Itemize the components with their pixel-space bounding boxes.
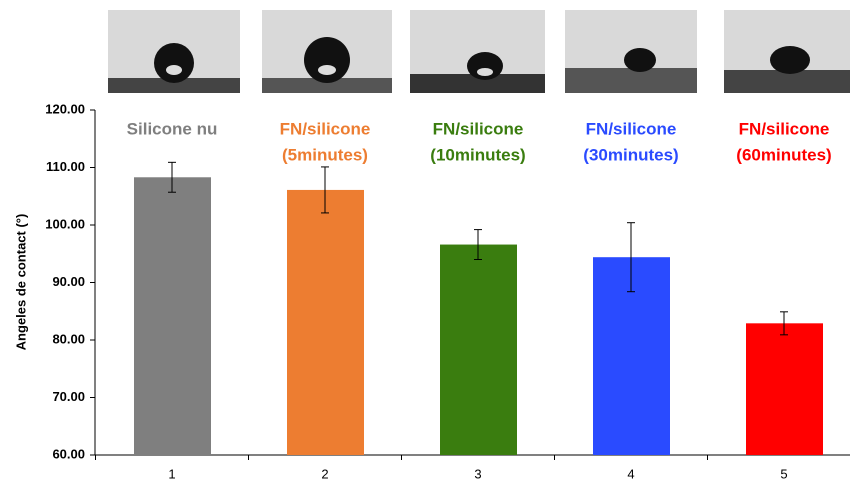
bar	[287, 189, 364, 456]
error-bar	[627, 222, 635, 293]
y-tick-label: 90.00	[52, 274, 85, 289]
error-bar	[474, 229, 482, 260]
group-label: FN/silicone	[739, 119, 830, 138]
group-label: FN/silicone	[280, 119, 371, 138]
group-label: FN/silicone	[433, 119, 524, 138]
droplet-image	[410, 10, 545, 93]
bar	[746, 323, 823, 455]
bar	[134, 177, 211, 455]
group-label: (10minutes)	[430, 145, 525, 164]
droplet-image	[724, 10, 850, 93]
x-tick-label: 2	[321, 466, 328, 481]
group-label: FN/silicone	[586, 119, 677, 138]
bar	[440, 244, 517, 455]
group-label: (60minutes)	[736, 145, 831, 164]
error-bar	[321, 166, 329, 214]
droplet-images	[108, 10, 850, 93]
x-tick-label: 1	[168, 466, 175, 481]
droplet-image	[108, 10, 240, 93]
error-bar	[168, 161, 176, 193]
droplet-image	[565, 10, 697, 93]
y-axis-title: Angeles de contact (°)	[13, 214, 28, 351]
x-tick-label: 5	[780, 466, 787, 481]
y-tick-label: 70.00	[52, 389, 85, 404]
x-tick-label: 4	[627, 466, 634, 481]
group-label: (5minutes)	[282, 145, 368, 164]
error-bar	[780, 311, 788, 336]
droplet-image	[262, 10, 392, 93]
y-tick-label: 60.00	[52, 446, 85, 461]
x-tick-label: 3	[474, 466, 481, 481]
group-label: (30minutes)	[583, 145, 678, 164]
y-tick-label: 100.00	[45, 216, 85, 231]
y-tick-label: 80.00	[52, 331, 85, 346]
y-tick-label: 120.00	[45, 101, 85, 116]
group-label: Silicone nu	[127, 119, 218, 138]
y-tick-label: 110.00	[46, 159, 85, 174]
